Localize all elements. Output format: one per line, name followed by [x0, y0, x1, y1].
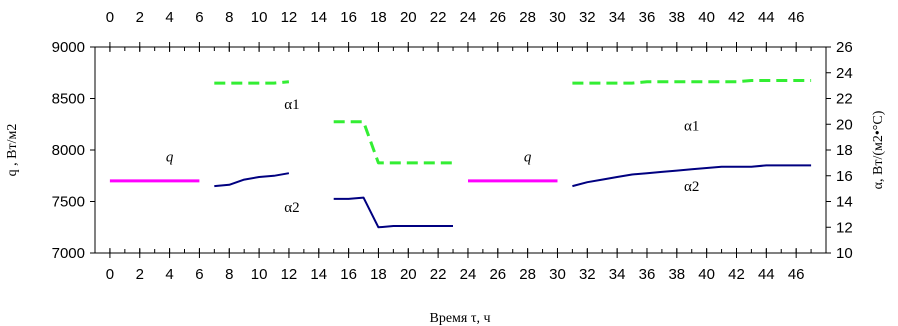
y-right-tick-label: 22 — [836, 91, 853, 108]
series-annotation-label: q — [524, 149, 532, 165]
x-tick-label-top: 24 — [460, 9, 477, 26]
series-line-alpha2 — [214, 172, 290, 188]
series-line-alpha1 — [572, 79, 812, 85]
x-tick-label-bottom: 44 — [758, 266, 775, 283]
x-tick-label-top: 38 — [668, 9, 685, 26]
tick-labels: 0022446688101012121414161618182020222224… — [52, 9, 853, 283]
plot-area — [94, 46, 827, 254]
x-tick-label-top: 22 — [430, 9, 447, 26]
x-tick-label-top: 14 — [310, 9, 327, 26]
x-tick-label-bottom: 4 — [165, 266, 173, 283]
x-tick-label-bottom: 2 — [136, 266, 144, 283]
x-tick-label-bottom: 32 — [579, 266, 596, 283]
x-tick-label-top: 46 — [788, 9, 805, 26]
y-right-tick-label: 20 — [836, 116, 853, 133]
y-right-tick-label: 14 — [836, 194, 853, 211]
y-axis-right-title: α, Вт/(м2•°С) — [871, 110, 886, 189]
x-tick-label-bottom: 26 — [489, 266, 506, 283]
series-line-alpha1 — [333, 120, 453, 165]
y-right-tick-label: 16 — [836, 168, 853, 185]
y-left-tick-label: 7500 — [52, 194, 85, 211]
series-annotations: q q α1 α2 α1 α2 — [166, 97, 700, 216]
x-tick-label-top: 18 — [370, 9, 387, 26]
y-left-tick-label: 8000 — [52, 142, 85, 159]
y-left-tick-label: 9000 — [52, 39, 85, 56]
series-lines — [109, 79, 812, 229]
x-tick-label-bottom: 22 — [430, 266, 447, 283]
x-tick-label-top: 32 — [579, 9, 596, 26]
series-line-alpha2 — [572, 164, 812, 188]
series-annotation-label: α2 — [684, 179, 699, 195]
x-tick-label-bottom: 16 — [340, 266, 357, 283]
x-tick-label-top: 10 — [251, 9, 268, 26]
y-right-tick-label: 18 — [836, 142, 853, 159]
x-tick-label-top: 16 — [340, 9, 357, 26]
x-tick-label-bottom: 28 — [519, 266, 536, 283]
x-tick-label-bottom: 20 — [400, 266, 417, 283]
x-tick-label-bottom: 24 — [460, 266, 477, 283]
x-tick-label-top: 30 — [549, 9, 566, 26]
x-tick-label-bottom: 46 — [788, 266, 805, 283]
x-tick-label-bottom: 8 — [225, 266, 233, 283]
y-right-tick-label: 12 — [836, 219, 853, 236]
x-axis-title: Время τ, ч — [429, 311, 490, 326]
y-left-tick-label: 7000 — [52, 245, 85, 262]
ticks — [90, 42, 831, 258]
series-line-alpha1 — [214, 80, 290, 85]
x-tick-label-top: 42 — [728, 9, 745, 26]
x-tick-label-top: 28 — [519, 9, 536, 26]
x-tick-label-bottom: 0 — [106, 266, 114, 283]
x-tick-label-bottom: 10 — [251, 266, 268, 283]
y-right-tick-label: 10 — [836, 245, 853, 262]
x-tick-label-top: 40 — [698, 9, 715, 26]
y-left-tick-label: 8500 — [52, 91, 85, 108]
x-tick-label-top: 6 — [195, 9, 203, 26]
x-tick-label-top: 4 — [165, 9, 173, 26]
x-tick-label-bottom: 18 — [370, 266, 387, 283]
x-tick-label-top: 36 — [639, 9, 656, 26]
x-tick-label-top: 8 — [225, 9, 233, 26]
series-annotation-label: α1 — [284, 97, 299, 113]
x-tick-label-bottom: 36 — [639, 266, 656, 283]
x-tick-label-top: 2 — [136, 9, 144, 26]
series-line-alpha2 — [333, 196, 453, 229]
x-tick-label-bottom: 6 — [195, 266, 203, 283]
x-tick-label-top: 34 — [609, 9, 626, 26]
x-tick-label-bottom: 12 — [281, 266, 298, 283]
x-tick-label-bottom: 14 — [310, 266, 327, 283]
x-tick-label-top: 44 — [758, 9, 775, 26]
x-tick-label-top: 12 — [281, 9, 298, 26]
x-tick-label-bottom: 42 — [728, 266, 745, 283]
x-tick-label-top: 20 — [400, 9, 417, 26]
series-annotation-label: α2 — [284, 200, 299, 216]
x-tick-label-bottom: 30 — [549, 266, 566, 283]
x-tick-label-top: 0 — [106, 9, 114, 26]
x-tick-label-bottom: 38 — [668, 266, 685, 283]
y-right-tick-label: 26 — [836, 39, 853, 56]
x-tick-label-bottom: 34 — [609, 266, 626, 283]
series-annotation-label: α1 — [684, 119, 699, 135]
series-annotation-label: q — [166, 149, 174, 165]
x-tick-label-top: 26 — [489, 9, 506, 26]
x-tick-label-bottom: 40 — [698, 266, 715, 283]
y-right-tick-label: 24 — [836, 65, 853, 82]
y-axis-left-title: q , Вт/м2 — [5, 124, 20, 177]
